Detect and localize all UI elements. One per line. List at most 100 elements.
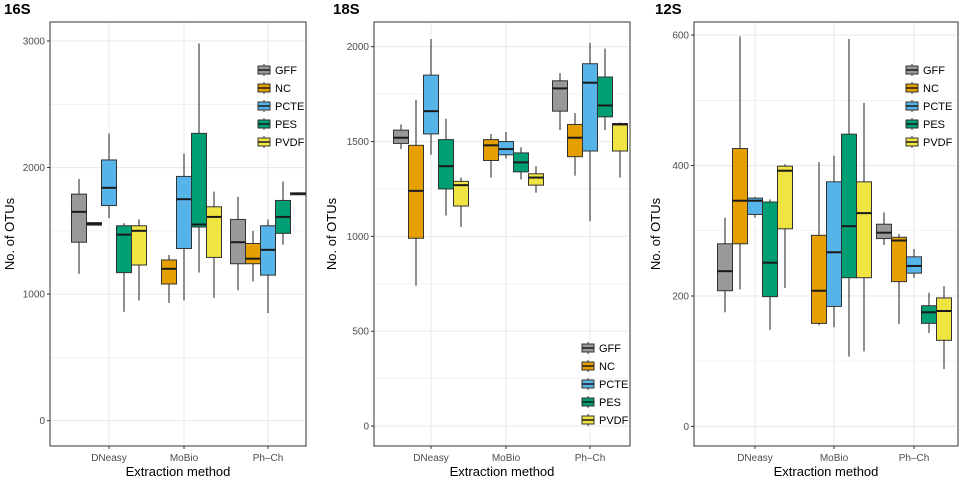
panel-border [693, 21, 959, 447]
box-GFF-Ph–Ch [876, 212, 892, 246]
panel-16S: 0 1000 2000 3000 DNeasy MoBio Ph–Ch 16S Extracti… [2, 1, 307, 479]
box-PES-MoBio [841, 38, 857, 357]
y-tick-label: 1000 [347, 232, 370, 243]
box-NC-DNeasy [732, 36, 748, 290]
box-PVDF-DNeasy [777, 164, 793, 289]
legend-label: NC [923, 83, 939, 95]
box-PCTE-MoBio [498, 132, 514, 159]
legend-label: PVDF [275, 137, 305, 149]
legend-label: PVDF [599, 415, 629, 427]
y-tick-label: 0 [683, 422, 689, 433]
x-tick-label: Ph–Ch [253, 453, 284, 464]
box-PES-MoBio [513, 147, 529, 180]
y-tick-label: 1500 [347, 137, 370, 148]
y-axis-title: No. of OTUs [648, 197, 663, 270]
y-tick-label: 0 [39, 416, 45, 427]
y-tick-label: 600 [672, 31, 689, 42]
x-tick-label: Ph–Ch [575, 453, 606, 464]
panel-12S: 0 200 400 600 DNeasy MoBio Ph–Ch 12S Extraction … [648, 1, 959, 479]
box-PCTE-DNeasy [423, 39, 439, 155]
y-tick-label: 500 [352, 327, 369, 338]
box-PES-DNeasy [116, 223, 132, 312]
box-PES-DNeasy [438, 118, 454, 216]
legend-label: PES [275, 119, 297, 131]
box-body [176, 175, 192, 250]
panel-title: 12S [655, 1, 682, 18]
y-tick-label: 2000 [347, 42, 370, 53]
box-body [921, 305, 937, 324]
box-PCTE-DNeasy [101, 133, 117, 219]
x-tick-label: MoBio [170, 453, 199, 464]
box-PCTE-MoBio [176, 153, 192, 301]
box-GFF-DNeasy [393, 124, 409, 150]
box-NC-Ph–Ch [891, 234, 907, 325]
box-PCTE-Ph–Ch [260, 219, 276, 314]
legend-label: NC [599, 361, 615, 373]
box-body [423, 74, 439, 135]
box-NC-Ph–Ch [245, 230, 261, 282]
panel-border [49, 21, 307, 447]
box-PES-DNeasy [762, 199, 778, 330]
y-axis-title: No. of OTUs [2, 197, 17, 270]
box-body [717, 243, 733, 292]
box-body [567, 123, 583, 158]
box-body [483, 139, 499, 161]
y-tick-label: 3000 [23, 36, 46, 47]
box-NC-MoBio [161, 254, 177, 303]
x-tick-label: DNeasy [91, 453, 127, 464]
box-PES-Ph–Ch [921, 292, 937, 334]
x-tick-label: DNeasy [737, 453, 773, 464]
legend-label: PES [599, 397, 621, 409]
box-body [891, 236, 907, 283]
box-body [191, 132, 207, 228]
box-PES-MoBio [191, 43, 207, 273]
box-PES-Ph–Ch [597, 48, 613, 131]
box-body [762, 201, 778, 298]
box-GFF-DNeasy [71, 178, 87, 274]
panel-18S: 0 500 1000 1500 2000 DNeasy MoBio Ph–Ch 18S Extra… [324, 1, 631, 479]
y-tick-label: 200 [672, 291, 689, 302]
legend-label: PES [923, 119, 945, 131]
box-body [438, 139, 454, 190]
box-body [161, 259, 177, 285]
box-PCTE-Ph–Ch [906, 249, 922, 278]
legend-label: GFF [275, 65, 297, 77]
box-PVDF-Ph–Ch [936, 286, 952, 370]
box-GFF-Ph–Ch [230, 196, 246, 291]
y-tick-label: 1000 [23, 290, 46, 301]
y-axis-title: No. of OTUs [324, 197, 339, 270]
box-body [116, 225, 132, 274]
y-tick-label: 0 [363, 422, 369, 433]
box-body [206, 206, 222, 258]
box-body [582, 63, 598, 152]
panel-title: 16S [4, 1, 31, 18]
box-PVDF-MoBio [528, 166, 544, 193]
x-tick-label: MoBio [820, 453, 849, 464]
y-tick-label: 2000 [23, 163, 46, 174]
box-body [826, 181, 842, 307]
box-body [245, 242, 261, 265]
box-PVDF-DNeasy [453, 177, 469, 227]
legend-label: PVDF [923, 137, 953, 149]
box-body [936, 297, 952, 341]
box-body [876, 223, 892, 240]
box-PVDF-Ph–Ch [290, 192, 306, 196]
box-PCTE-Ph–Ch [582, 42, 598, 222]
box-PCTE-MoBio [826, 155, 842, 328]
legend-label: PCTE [275, 101, 304, 113]
box-NC-DNeasy [86, 221, 102, 226]
box-PVDF-MoBio [206, 191, 222, 298]
legend-label: PCTE [923, 101, 952, 113]
box-PVDF-Ph–Ch [612, 122, 628, 178]
box-NC-DNeasy [408, 99, 424, 286]
box-PES-Ph–Ch [275, 181, 291, 245]
box-body [811, 234, 827, 324]
box-body [71, 193, 87, 243]
x-tick-label: MoBio [492, 453, 521, 464]
box-body [612, 122, 628, 152]
box-body [841, 133, 857, 279]
box-PCTE-DNeasy [747, 196, 763, 218]
box-body [453, 180, 469, 207]
legend-label: GFF [599, 343, 621, 355]
